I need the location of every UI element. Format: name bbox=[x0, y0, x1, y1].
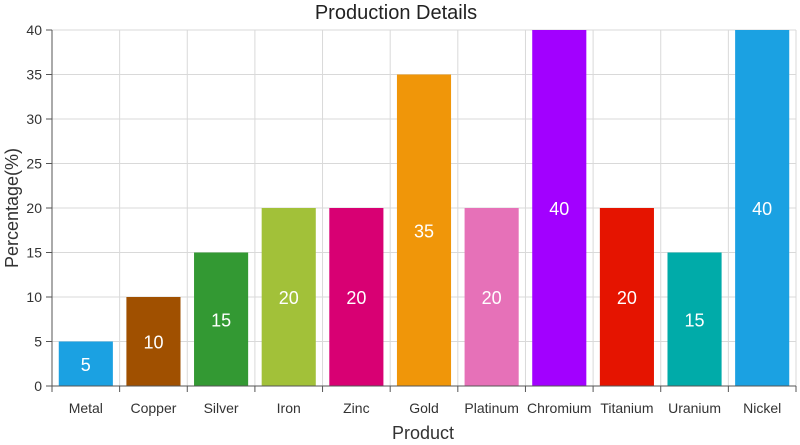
y-tick-label: 10 bbox=[26, 289, 42, 305]
bar-copper[interactable] bbox=[126, 297, 181, 386]
bars bbox=[58, 30, 790, 387]
y-tick-labels: 0 5 10 15 20 25 30 35 40 bbox=[26, 22, 42, 394]
data-label: 40 bbox=[549, 199, 569, 219]
bar-uranium[interactable] bbox=[667, 252, 722, 387]
bar-gold[interactable] bbox=[396, 74, 452, 387]
data-label: 15 bbox=[211, 310, 231, 330]
x-tick-label: Titanium bbox=[600, 400, 653, 416]
data-label: 20 bbox=[346, 288, 366, 308]
y-axis-title: Percentage(%) bbox=[2, 148, 22, 268]
data-label: 20 bbox=[617, 288, 637, 308]
data-label: 35 bbox=[414, 221, 434, 241]
data-label: 15 bbox=[685, 310, 705, 330]
y-tick-label: 15 bbox=[26, 245, 42, 261]
x-tick-label: Iron bbox=[277, 400, 301, 416]
x-tick-label: Metal bbox=[69, 400, 103, 416]
data-label: 5 bbox=[81, 355, 91, 375]
y-tick-label: 20 bbox=[26, 200, 42, 216]
x-tick-label: Zinc bbox=[343, 400, 369, 416]
y-tick-label: 25 bbox=[26, 156, 42, 172]
data-label: 40 bbox=[752, 199, 772, 219]
y-tick-label: 0 bbox=[34, 378, 42, 394]
bar-titanium[interactable] bbox=[599, 208, 654, 386]
data-label: 20 bbox=[279, 288, 299, 308]
data-label: 20 bbox=[482, 288, 502, 308]
data-label: 10 bbox=[143, 333, 163, 353]
bar-silver[interactable] bbox=[194, 252, 249, 387]
y-tick-label: 40 bbox=[26, 22, 42, 38]
y-tick-label: 30 bbox=[26, 111, 42, 127]
bar-iron[interactable] bbox=[261, 208, 316, 386]
y-tick-label: 35 bbox=[26, 67, 42, 83]
y-tick-label: 5 bbox=[34, 334, 42, 350]
x-tick-label: Copper bbox=[130, 400, 176, 416]
x-axis-title: Product bbox=[392, 423, 454, 443]
x-tick-label: Gold bbox=[409, 400, 439, 416]
bar-chromium[interactable] bbox=[532, 30, 587, 386]
bar-zinc[interactable] bbox=[329, 208, 384, 386]
bar-nickel[interactable] bbox=[735, 30, 790, 386]
data-labels: 5 10 15 20 20 35 20 40 20 15 40 bbox=[81, 199, 772, 375]
x-tick-label: Chromium bbox=[527, 400, 592, 416]
x-tick-labels: Metal Copper Silver Iron Zinc Gold Platinum Chr… bbox=[69, 400, 782, 416]
x-tick-label: Uranium bbox=[668, 400, 721, 416]
x-tick-label: Nickel bbox=[743, 400, 781, 416]
axes bbox=[46, 29, 797, 392]
chart-title: Production Details bbox=[315, 2, 477, 24]
bar-platinum[interactable] bbox=[464, 208, 519, 386]
x-tick-label: Silver bbox=[204, 400, 239, 416]
bar-metal[interactable] bbox=[58, 341, 113, 387]
x-tick-label: Platinum bbox=[464, 400, 518, 416]
